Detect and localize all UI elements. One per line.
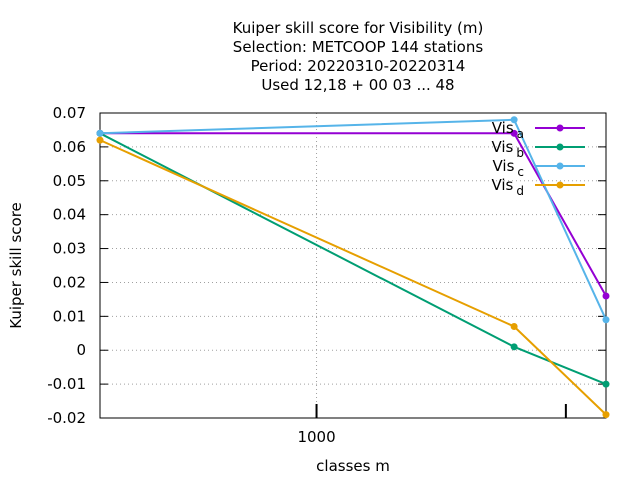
data-point-b [602, 380, 610, 388]
data-point-a [602, 292, 610, 300]
data-point-a [510, 129, 518, 137]
x-axis: 1000 [297, 404, 567, 446]
y-tick-label: 0.04 [53, 206, 86, 224]
data-point-c [96, 129, 104, 137]
y-tick-label: 0.06 [53, 138, 86, 156]
plot-frame [99, 112, 607, 419]
series-lines [96, 116, 610, 419]
x-tick-label: 1000 [297, 428, 335, 446]
series-line-b [99, 132, 607, 386]
y-tick-label: 0.05 [53, 172, 86, 190]
series-line-c [99, 118, 607, 321]
y-tick-label: -0.01 [47, 375, 86, 393]
data-point-d [602, 411, 610, 419]
data-point-b [510, 343, 518, 351]
y-axis-label: Kuiper skill score [7, 202, 25, 329]
title-line: Selection: METCOOP 144 stations [233, 38, 484, 56]
title-line: Used 12,18 + 00 03 ... 48 [261, 76, 454, 94]
x-axis-label: classes m [316, 457, 390, 475]
legend-marker-d [556, 181, 564, 189]
legend-marker-b [556, 143, 564, 151]
legend-marker-c [556, 162, 564, 170]
legend-marker-a [556, 124, 564, 132]
title-line: Period: 20220310-20220314 [251, 57, 466, 75]
y-tick-label: 0.07 [53, 104, 86, 122]
y-tick-label: 0.03 [53, 240, 86, 258]
y-axis: 0.07 0.06 0.05 0.04 0.03 0.02 0.01 0 -0.01 -0.02 [47, 104, 606, 427]
y-tick-label: -0.02 [47, 409, 86, 427]
title-line: Kuiper skill score for Visibility (m) [233, 19, 484, 37]
y-tick-label: 0 [76, 341, 86, 359]
data-point-d [510, 323, 518, 330]
data-point-c [510, 116, 518, 124]
data-point-d [96, 136, 104, 144]
data-point-c [602, 316, 610, 324]
legend-label: Vis d [491, 176, 524, 198]
chart-title: Kuiper skill score for Visibility (m)Sel… [233, 19, 484, 94]
y-tick-label: 0.01 [53, 307, 86, 325]
y-tick-label: 0.02 [53, 273, 86, 291]
grid [100, 113, 606, 418]
